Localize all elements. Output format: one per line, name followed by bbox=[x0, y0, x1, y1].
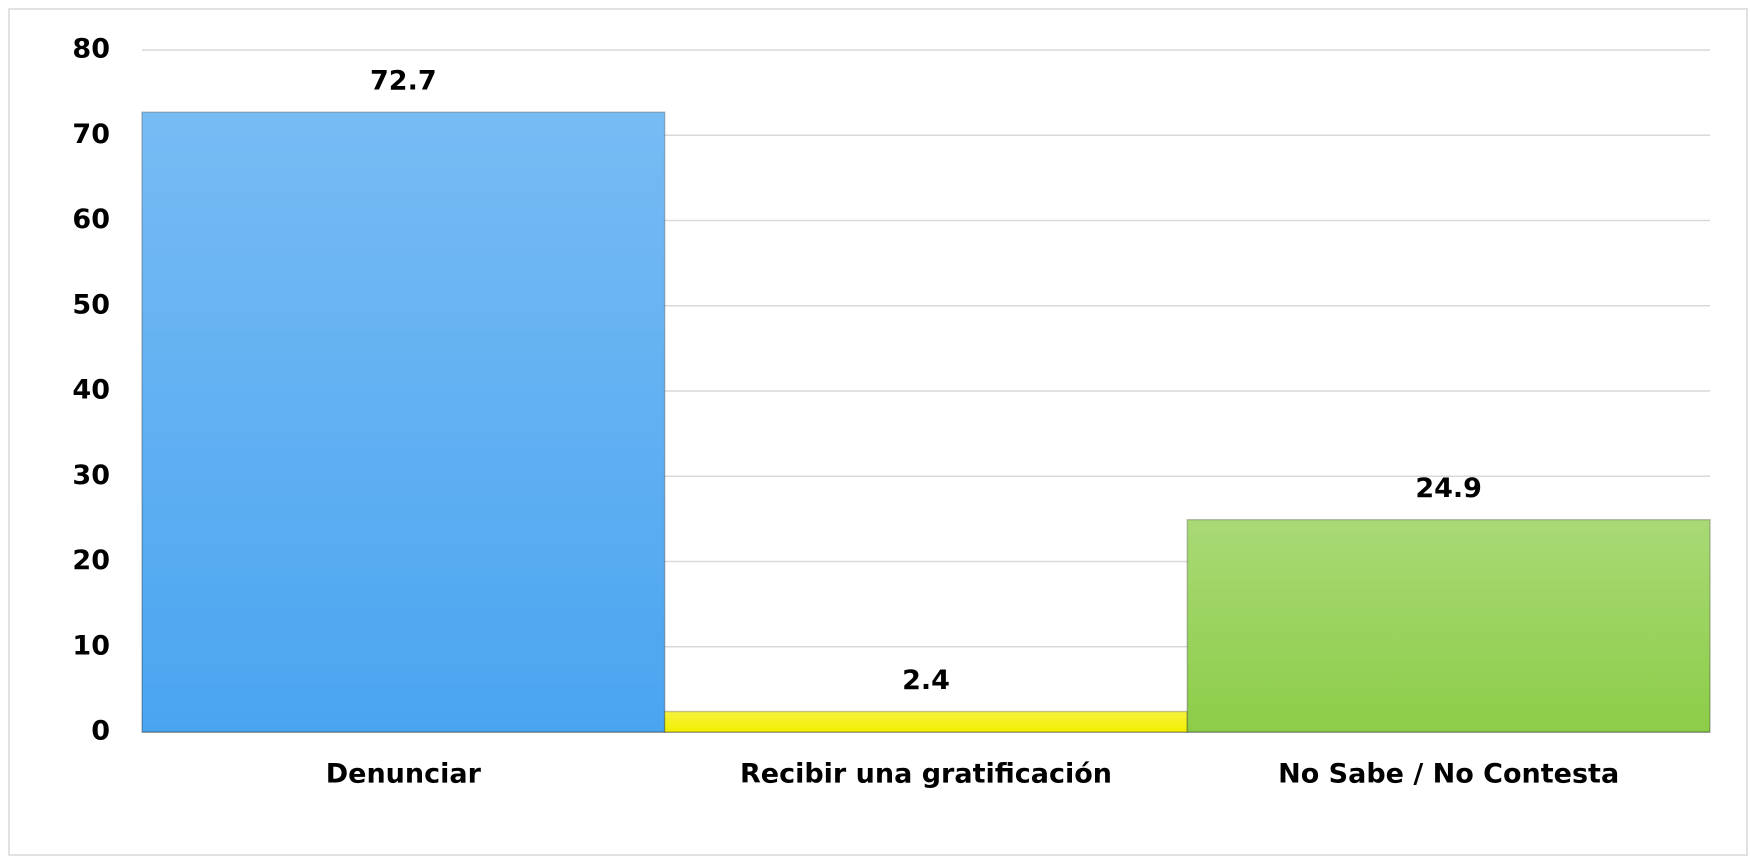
y-tick-label: 30 bbox=[72, 460, 110, 491]
y-tick-label: 50 bbox=[72, 289, 110, 320]
data-label: 24.9 bbox=[1415, 473, 1482, 504]
data-label: 72.7 bbox=[370, 66, 437, 97]
y-tick-label: 40 bbox=[72, 375, 110, 406]
y-tick-label: 70 bbox=[72, 119, 110, 150]
y-tick-label: 0 bbox=[91, 716, 110, 747]
bar bbox=[663, 710, 1189, 733]
x-tick-label: Denunciar bbox=[326, 759, 482, 790]
bar bbox=[1186, 518, 1711, 733]
y-tick-label: 10 bbox=[72, 630, 110, 661]
x-tick-label: No Sabe / No Contesta bbox=[1278, 759, 1619, 790]
x-tick-label: Recibir una gratificación bbox=[740, 759, 1112, 790]
y-tick-label: 80 bbox=[72, 34, 110, 65]
y-tick-label: 60 bbox=[72, 204, 110, 235]
chart-frame bbox=[8, 8, 1748, 856]
data-label: 2.4 bbox=[902, 665, 950, 696]
bar bbox=[141, 111, 666, 733]
y-tick-label: 20 bbox=[72, 545, 110, 576]
